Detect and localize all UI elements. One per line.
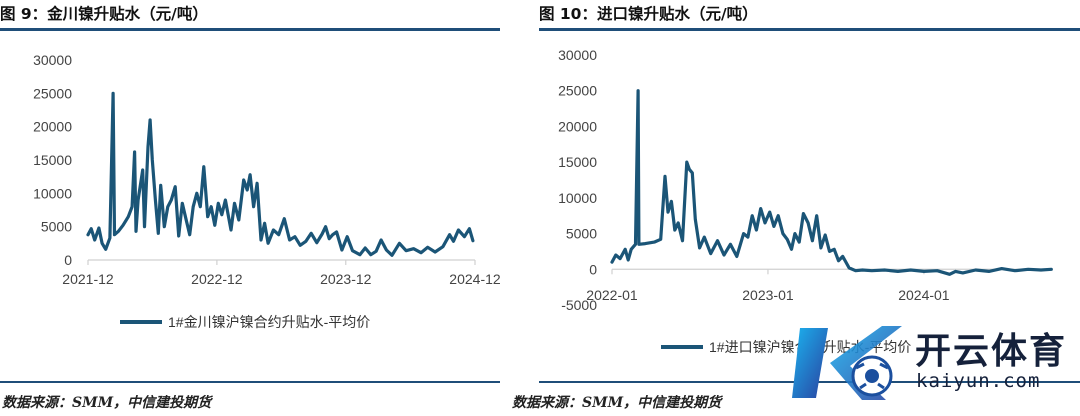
y-tick-label: 30000 (558, 47, 597, 63)
y-tick-label: 10000 (33, 185, 72, 201)
y-tick-label: 15000 (558, 154, 597, 170)
y-tick-label: 10000 (558, 190, 597, 206)
x-tick-label: 2023-01 (742, 287, 794, 303)
source-rule-left (0, 381, 500, 383)
chart-left: 0 5000 10000 15000 20000 25000 30000 2021-12 202… (33, 52, 501, 330)
y-tick-label: 25000 (558, 83, 597, 99)
title-rule-left (0, 28, 500, 31)
x-tick-label: 2024-01 (898, 287, 950, 303)
source-right: 数据来源：SMM，中信建投期货 (512, 395, 722, 411)
x-tick-label: 2021-12 (62, 271, 114, 287)
watermark-brand-en: kaiyun.com (916, 370, 1041, 392)
figure-title-right: 图 10：进口镍升贴水（元/吨） (539, 5, 758, 23)
y-tick-label: 25000 (33, 85, 72, 101)
y-tick-label: 5000 (41, 219, 72, 235)
y-tick-label: 5000 (566, 226, 597, 242)
y-tick-label: 20000 (558, 118, 597, 134)
x-tick-label: 2022-12 (191, 271, 243, 287)
y-tick-label: -5000 (561, 297, 597, 313)
title-rule-right (539, 28, 1080, 31)
y-tick-label: 0 (589, 261, 597, 277)
legend-label: 1#金川镍沪镍合约升贴水-平均价 (168, 314, 370, 330)
x-tick-label: 2024-12 (449, 271, 501, 287)
watermark-brand-cn: 开云体育 (915, 331, 1068, 372)
series-line (610, 89, 1053, 276)
x-tick-label: 2023-12 (320, 271, 372, 287)
series-line (86, 91, 475, 257)
figure-title-left: 图 9：金川镍升贴水（元/吨） (0, 5, 208, 23)
watermark-k-icon (792, 326, 902, 400)
x-tick-label: 2022-01 (586, 287, 638, 303)
chart-right: -5000 0 5000 10000 15000 20000 25000 30000 2022-… (558, 47, 1053, 355)
y-tick-label: 30000 (33, 52, 72, 68)
watermark-logo: 开云体育 kaiyun.com (790, 318, 1080, 408)
y-tick-label: 20000 (33, 119, 72, 135)
source-left: 数据来源：SMM，中信建投期货 (2, 395, 212, 411)
y-tick-label: 15000 (33, 152, 72, 168)
y-tick-label: 0 (64, 252, 72, 268)
